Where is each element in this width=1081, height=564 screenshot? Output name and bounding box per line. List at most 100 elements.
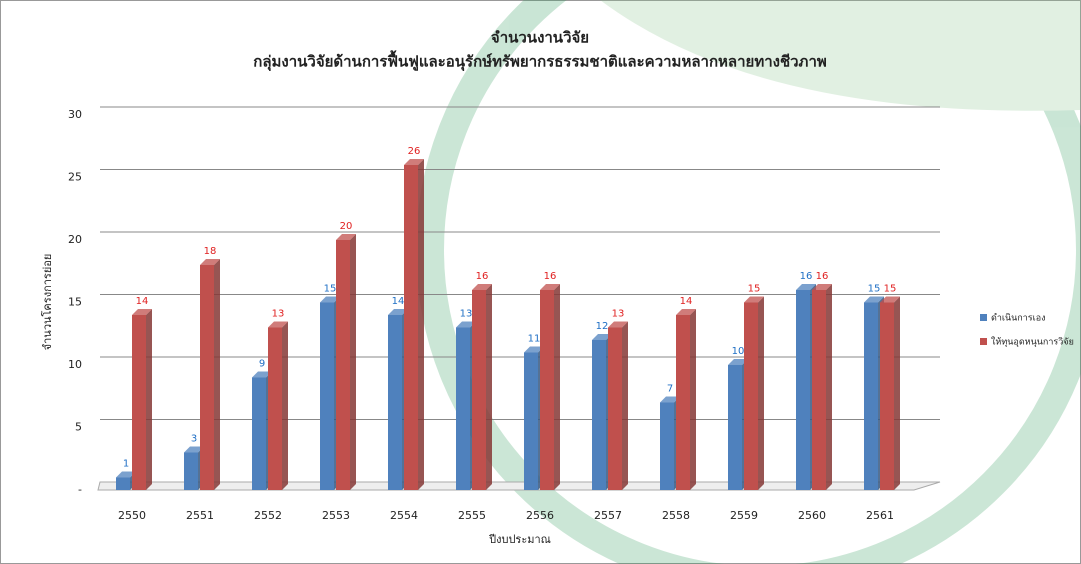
value-label: 10 (732, 346, 745, 357)
value-label: 14 (392, 296, 405, 307)
value-label: 11 (528, 334, 541, 345)
value-label: 7 (667, 384, 673, 395)
bar-top (676, 309, 696, 315)
value-label: 15 (748, 284, 761, 295)
bar-side (350, 234, 356, 490)
legend-label: ดำเนินการเอง (991, 313, 1046, 324)
bar-top (404, 159, 424, 165)
bar (796, 290, 810, 490)
value-label: 13 (612, 309, 625, 320)
bar-top (472, 284, 492, 290)
chart-title: จำนวนงานวิจัย (491, 29, 589, 47)
bar-top (728, 359, 748, 365)
value-label: 13 (272, 309, 285, 320)
bar (184, 452, 198, 490)
bar-side (214, 259, 220, 490)
bar-top (268, 321, 288, 328)
bar (812, 290, 826, 490)
value-label: 16 (544, 271, 557, 282)
bar-side (418, 159, 424, 490)
y-axis-label: จำนวนโครงการย่อย (40, 254, 54, 351)
y-tick-label: 5 (75, 421, 82, 434)
bar-side (282, 321, 288, 490)
bar-top (252, 371, 272, 378)
bar-top (132, 309, 152, 315)
bar-top (660, 396, 680, 403)
bar (116, 477, 130, 490)
bar-side (894, 296, 900, 490)
bar-top (864, 296, 884, 303)
x-tick-label: 2555 (458, 509, 486, 522)
x-tick-label: 2558 (662, 509, 690, 522)
x-tick-label: 2557 (594, 509, 622, 522)
legend-swatch (980, 338, 987, 345)
value-label: 1 (123, 459, 129, 470)
value-label: 15 (868, 284, 881, 295)
value-label: 9 (259, 359, 265, 370)
bar (864, 302, 878, 490)
y-tick-label: 15 (68, 296, 82, 309)
bar (608, 327, 622, 490)
x-tick-label: 2554 (390, 509, 418, 522)
bar (524, 352, 538, 490)
bar-top (744, 296, 764, 303)
value-label: 15 (324, 284, 337, 295)
watermark (416, 0, 1081, 564)
bar (336, 240, 350, 490)
y-tick-label: - (78, 483, 82, 496)
x-tick-label: 2551 (186, 509, 214, 522)
x-tick-label: 2556 (526, 509, 554, 522)
bar (728, 365, 742, 490)
value-label: 26 (408, 146, 421, 157)
y-tick-label: 30 (68, 108, 82, 121)
legend-label: ให้ทุนอุดหนุนการวิจัย (991, 337, 1074, 348)
bar (592, 340, 606, 490)
bar-top (388, 309, 408, 315)
bar (540, 290, 554, 490)
value-label: 13 (460, 309, 473, 320)
value-label: 3 (191, 434, 197, 445)
x-tick-label: 2561 (866, 509, 894, 522)
bar (320, 302, 334, 490)
y-tick-label: 20 (68, 233, 82, 246)
bar-top (812, 284, 832, 290)
bar-top (524, 346, 544, 353)
bar-top (796, 284, 816, 290)
bar-top (592, 334, 612, 340)
value-label: 18 (204, 246, 217, 257)
bar-side (146, 309, 152, 490)
x-tick-label: 2550 (118, 509, 146, 522)
bar-top (184, 446, 204, 453)
bar-top (608, 321, 628, 328)
x-tick-label: 2559 (730, 509, 758, 522)
bar-side (622, 321, 628, 490)
bar (660, 402, 674, 490)
bar (388, 315, 402, 490)
bar-top (880, 296, 900, 303)
x-axis-label: ปีงบประมาณ (488, 533, 551, 546)
bar (676, 315, 690, 490)
bar (404, 165, 418, 490)
bar-side (690, 309, 696, 490)
bar (880, 302, 894, 490)
value-label: 14 (136, 296, 149, 307)
bar-side (554, 284, 560, 490)
value-label: 16 (476, 271, 489, 282)
value-label: 12 (596, 321, 609, 332)
bar-top (336, 234, 356, 240)
bar-side (826, 284, 832, 490)
value-label: 20 (340, 221, 353, 232)
value-label: 16 (800, 271, 813, 282)
x-tick-label: 2552 (254, 509, 282, 522)
y-tick-label: 25 (68, 171, 82, 184)
legend-swatch (980, 314, 987, 321)
bar-top (540, 284, 560, 290)
value-label: 14 (680, 296, 693, 307)
bar (456, 327, 470, 490)
bar-top (200, 259, 220, 265)
value-label: 15 (884, 284, 897, 295)
x-tick-label: 2560 (798, 509, 826, 522)
bar-top (116, 471, 136, 478)
